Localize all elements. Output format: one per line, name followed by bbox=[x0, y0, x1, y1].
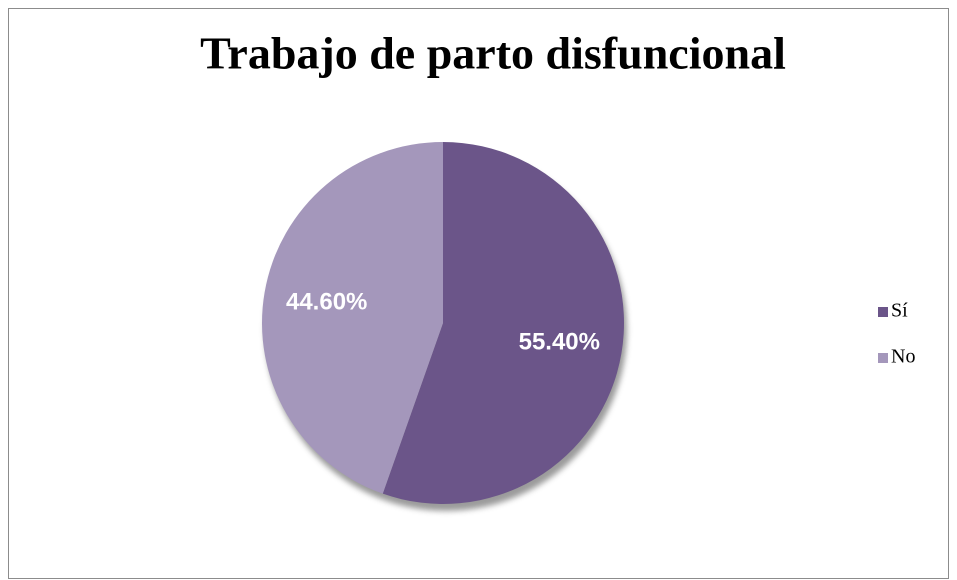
legend-label: Sí bbox=[891, 300, 908, 322]
legend-label: No bbox=[891, 346, 915, 368]
legend-swatch bbox=[878, 307, 888, 317]
value-label: 55.40% bbox=[519, 328, 600, 355]
legend-swatch bbox=[878, 353, 888, 363]
pie-slice bbox=[262, 142, 443, 494]
value-label: 44.60% bbox=[286, 288, 367, 315]
chart-title: Trabajo de parto disfuncional bbox=[200, 28, 786, 79]
pie-slice bbox=[382, 142, 625, 504]
